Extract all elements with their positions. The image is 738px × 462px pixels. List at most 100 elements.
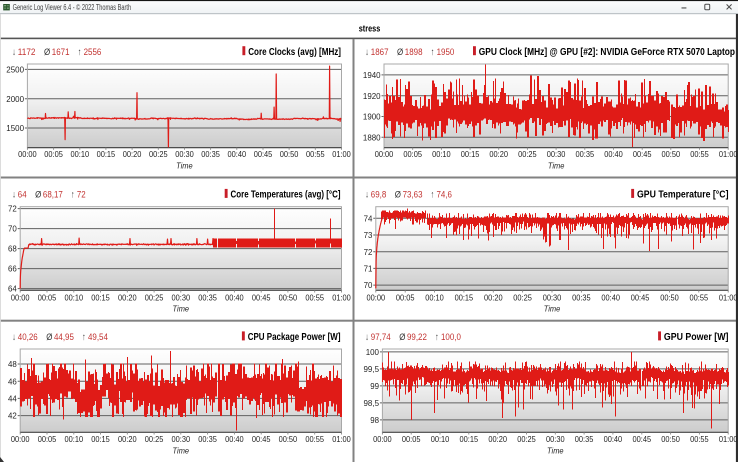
svg-text:00:25: 00:25 <box>518 149 537 159</box>
svg-text:00:50: 00:50 <box>661 434 680 444</box>
svg-text:72: 72 <box>8 204 17 214</box>
svg-text:Time: Time <box>547 446 564 456</box>
svg-text:100: 100 <box>366 347 379 357</box>
svg-text:70: 70 <box>364 280 373 290</box>
svg-text:↑: ↑ <box>431 47 434 58</box>
svg-text:00:55: 00:55 <box>690 434 709 444</box>
svg-text:stress: stress <box>359 24 381 35</box>
svg-text:00:20: 00:20 <box>488 434 507 444</box>
svg-text:Ø: Ø <box>399 332 406 343</box>
svg-text:00:10: 00:10 <box>71 149 90 159</box>
svg-text:Generic Log Viewer 6.4 - © 2: Generic Log Viewer 6.4 - © 2022 Thomas B… <box>13 3 132 12</box>
svg-text:00:55: 00:55 <box>305 292 324 302</box>
svg-text:70: 70 <box>8 224 17 234</box>
svg-text:2556: 2556 <box>84 47 102 58</box>
svg-text:00:10: 00:10 <box>432 149 451 159</box>
svg-text:Time: Time <box>176 161 193 171</box>
svg-text:00:15: 00:15 <box>461 149 480 159</box>
svg-text:00:25: 00:25 <box>145 292 164 302</box>
svg-text:↓: ↓ <box>366 332 369 343</box>
svg-text:00:35: 00:35 <box>575 434 594 444</box>
svg-text:↑: ↑ <box>78 47 81 58</box>
svg-text:↓: ↓ <box>366 190 369 201</box>
svg-text:00:15: 00:15 <box>91 434 110 444</box>
svg-text:99,22: 99,22 <box>407 332 427 343</box>
svg-text:00:50: 00:50 <box>279 434 298 444</box>
svg-text:00:50: 00:50 <box>660 292 679 302</box>
svg-text:74,6: 74,6 <box>437 190 453 201</box>
svg-text:Ø: Ø <box>397 47 404 58</box>
svg-text:00:45: 00:45 <box>252 292 271 302</box>
svg-text:01:00: 01:00 <box>332 149 351 159</box>
svg-text:GPU Temperature [°C]: GPU Temperature [°C] <box>637 190 729 201</box>
svg-text:72: 72 <box>77 190 86 201</box>
svg-text:69,8: 69,8 <box>371 190 387 201</box>
svg-text:01:00: 01:00 <box>332 292 351 302</box>
svg-text:66: 66 <box>8 264 17 274</box>
svg-text:00:20: 00:20 <box>489 149 508 159</box>
svg-text:40,26: 40,26 <box>18 332 38 343</box>
svg-text:1898: 1898 <box>405 47 423 58</box>
svg-text:00:20: 00:20 <box>118 292 137 302</box>
svg-text:00:40: 00:40 <box>228 149 247 159</box>
svg-text:00:30: 00:30 <box>172 292 191 302</box>
svg-text:GPU Clock [MHz] @ GPU [#2]: NV: GPU Clock [MHz] @ GPU [#2]: NVIDIA GeFor… <box>479 47 735 58</box>
svg-text:1920: 1920 <box>363 91 381 101</box>
svg-text:00:30: 00:30 <box>175 149 194 159</box>
svg-text:00:05: 00:05 <box>396 292 415 302</box>
svg-text:49,54: 49,54 <box>88 332 108 343</box>
svg-text:00:40: 00:40 <box>601 292 620 302</box>
svg-text:73: 73 <box>364 230 373 240</box>
svg-text:00:20: 00:20 <box>118 434 137 444</box>
svg-text:00:10: 00:10 <box>431 434 450 444</box>
svg-text:00:00: 00:00 <box>373 434 392 444</box>
svg-text:00:40: 00:40 <box>225 292 244 302</box>
svg-text:99,5: 99,5 <box>364 364 380 374</box>
svg-text:1500: 1500 <box>6 123 24 133</box>
svg-text:00:15: 00:15 <box>91 292 110 302</box>
svg-text:00:00: 00:00 <box>367 292 386 302</box>
svg-text:00:15: 00:15 <box>460 434 479 444</box>
svg-text:00:40: 00:40 <box>225 434 244 444</box>
svg-text:1880: 1880 <box>363 132 381 142</box>
svg-text:01:00: 01:00 <box>719 434 738 444</box>
svg-text:48: 48 <box>8 359 17 369</box>
svg-text:00:55: 00:55 <box>306 149 325 159</box>
svg-text:00:05: 00:05 <box>44 149 63 159</box>
svg-text:00:05: 00:05 <box>38 434 57 444</box>
svg-text:00:15: 00:15 <box>455 292 474 302</box>
svg-text:2000: 2000 <box>6 94 24 104</box>
svg-text:1900: 1900 <box>363 112 381 122</box>
svg-text:00:30: 00:30 <box>546 434 565 444</box>
svg-text:01:00: 01:00 <box>332 434 351 444</box>
svg-text:1671: 1671 <box>52 47 70 58</box>
svg-text:↑: ↑ <box>435 332 438 343</box>
svg-text:00:00: 00:00 <box>18 149 37 159</box>
svg-text:00:25: 00:25 <box>517 434 536 444</box>
svg-text:00:45: 00:45 <box>633 434 652 444</box>
svg-text:98,5: 98,5 <box>364 398 380 408</box>
svg-text:44: 44 <box>8 394 17 404</box>
svg-text:98: 98 <box>370 415 379 425</box>
svg-text:1867: 1867 <box>371 47 389 58</box>
svg-text:Core Temperatures (avg) [°C]: Core Temperatures (avg) [°C] <box>231 190 341 201</box>
svg-text:99: 99 <box>370 381 379 391</box>
svg-text:00:30: 00:30 <box>547 149 566 159</box>
svg-text:↓: ↓ <box>366 47 369 58</box>
svg-text:00:40: 00:40 <box>604 434 623 444</box>
svg-text:00:35: 00:35 <box>572 292 591 302</box>
svg-text:01:00: 01:00 <box>719 149 738 159</box>
svg-text:00:45: 00:45 <box>631 292 650 302</box>
svg-text:CPU Package Power [W]: CPU Package Power [W] <box>248 332 341 343</box>
svg-text:00:50: 00:50 <box>279 292 298 302</box>
svg-text:Core Clocks (avg) [MHz]: Core Clocks (avg) [MHz] <box>248 47 341 58</box>
svg-text:00:40: 00:40 <box>604 149 623 159</box>
svg-text:00:45: 00:45 <box>633 149 652 159</box>
svg-text:00:10: 00:10 <box>65 434 84 444</box>
svg-text:00:55: 00:55 <box>690 292 709 302</box>
svg-text:00:10: 00:10 <box>425 292 444 302</box>
svg-text:72: 72 <box>364 247 373 257</box>
svg-text:Time: Time <box>548 161 565 171</box>
svg-text:↑: ↑ <box>82 332 85 343</box>
svg-text:42: 42 <box>8 411 17 421</box>
